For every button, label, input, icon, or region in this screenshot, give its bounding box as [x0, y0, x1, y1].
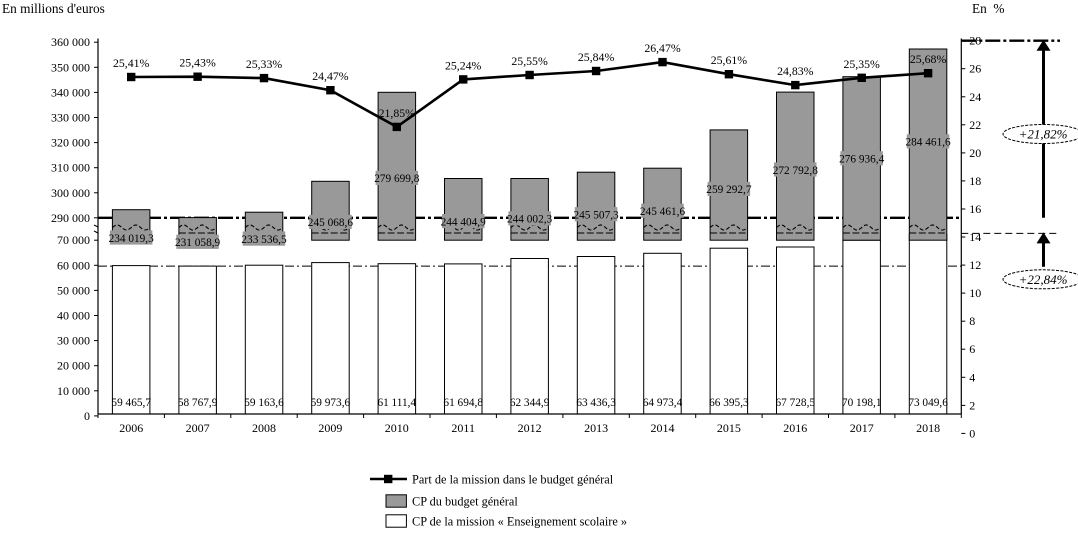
svg-text:24,47%: 24,47% — [312, 69, 349, 83]
svg-text:18: 18 — [969, 174, 981, 188]
svg-text:21,85%: 21,85% — [379, 106, 416, 120]
svg-text:244 002,3: 244 002,3 — [507, 214, 553, 226]
svg-text:25,61%: 25,61% — [711, 53, 748, 67]
svg-text:67 728,5: 67 728,5 — [776, 397, 816, 409]
svg-text:59 465,7: 59 465,7 — [111, 397, 151, 409]
svg-text:330 000: 330 000 — [51, 111, 90, 125]
svg-text:20: 20 — [969, 146, 981, 160]
svg-text:20 000: 20 000 — [57, 359, 90, 373]
svg-text:2013: 2013 — [584, 421, 608, 435]
svg-text:59 973,6: 59 973,6 — [311, 397, 351, 409]
svg-text:22: 22 — [969, 118, 981, 132]
svg-text:25,43%: 25,43% — [179, 56, 216, 70]
svg-text:360 000: 360 000 — [51, 35, 90, 49]
svg-text:10 000: 10 000 — [57, 384, 90, 398]
svg-text:245 068,6: 245 068,6 — [308, 217, 354, 229]
svg-text:350 000: 350 000 — [51, 60, 90, 74]
svg-text:30 000: 30 000 — [57, 334, 90, 348]
svg-text:64 973,4: 64 973,4 — [643, 397, 683, 409]
svg-text:279 699,8: 279 699,8 — [374, 173, 420, 185]
svg-text:+21,82%: +21,82% — [1019, 127, 1068, 142]
svg-text:CP de la mission « Enseignemen: CP de la mission « Enseignement scolaire… — [412, 515, 627, 529]
svg-text:62 344,9: 62 344,9 — [510, 397, 550, 409]
svg-text:En %: En % — [972, 1, 1005, 16]
svg-text:Part de la mission dans le bud: Part de la mission dans le budget généra… — [412, 473, 614, 487]
svg-text:28: 28 — [969, 34, 981, 48]
svg-text:259 292,7: 259 292,7 — [706, 184, 752, 196]
svg-text:+22,84%: +22,84% — [1019, 272, 1068, 287]
svg-text:2018: 2018 — [916, 421, 940, 435]
svg-text:6: 6 — [969, 342, 975, 356]
svg-text:320 000: 320 000 — [51, 136, 90, 150]
svg-text:25,24%: 25,24% — [445, 58, 482, 72]
svg-text:En millions d'euros: En millions d'euros — [2, 1, 105, 16]
svg-text:24,83%: 24,83% — [777, 64, 814, 78]
svg-text:73 049,6: 73 049,6 — [908, 397, 948, 409]
svg-text:4: 4 — [969, 370, 975, 384]
svg-text:70 000: 70 000 — [57, 233, 90, 247]
svg-text:233 536,5: 233 536,5 — [241, 234, 287, 246]
svg-text:272 792,8: 272 792,8 — [773, 165, 819, 177]
svg-text:2008: 2008 — [252, 421, 276, 435]
svg-text:25,41%: 25,41% — [113, 56, 150, 70]
svg-text:25,84%: 25,84% — [578, 50, 615, 64]
svg-text:2: 2 — [969, 398, 975, 412]
svg-text:234 019,3: 234 019,3 — [109, 233, 155, 245]
svg-text:284 461,6: 284 461,6 — [906, 137, 952, 149]
svg-text:12: 12 — [969, 258, 981, 272]
svg-text:276 936,4: 276 936,4 — [839, 154, 885, 166]
svg-text:2007: 2007 — [186, 421, 210, 435]
svg-text:2010: 2010 — [385, 421, 409, 435]
svg-text:2011: 2011 — [451, 421, 475, 435]
svg-text:24: 24 — [969, 90, 981, 104]
svg-text:2006: 2006 — [119, 421, 143, 435]
svg-text:2017: 2017 — [850, 421, 874, 435]
svg-text:10: 10 — [969, 286, 981, 300]
svg-text:0: 0 — [84, 409, 90, 423]
svg-text:2009: 2009 — [318, 421, 342, 435]
svg-text:231 058,9: 231 058,9 — [175, 237, 221, 249]
svg-text:61 111,4: 61 111,4 — [377, 397, 416, 409]
svg-text:25,33%: 25,33% — [246, 57, 283, 71]
svg-text:310 000: 310 000 — [51, 161, 90, 175]
svg-text:245 507,3: 245 507,3 — [574, 210, 620, 222]
svg-text:16: 16 — [969, 202, 981, 216]
svg-text:8: 8 — [969, 314, 975, 328]
svg-text:14: 14 — [969, 230, 981, 244]
svg-text:26: 26 — [969, 62, 981, 76]
svg-text:59 163,6: 59 163,6 — [244, 397, 284, 409]
svg-text:290 000: 290 000 — [51, 211, 90, 225]
svg-text:2014: 2014 — [651, 421, 675, 435]
svg-text:25,68%: 25,68% — [910, 52, 947, 66]
svg-text:300 000: 300 000 — [51, 186, 90, 200]
svg-text:245 461,6: 245 461,6 — [640, 206, 686, 218]
svg-text:70 198,1: 70 198,1 — [842, 397, 882, 409]
svg-text:25,55%: 25,55% — [511, 54, 548, 68]
svg-text:2012: 2012 — [518, 421, 542, 435]
svg-text:40 000: 40 000 — [57, 309, 90, 323]
svg-text:CP du budget général: CP du budget général — [412, 495, 518, 509]
svg-text:63 436,3: 63 436,3 — [576, 397, 616, 409]
svg-text:2015: 2015 — [717, 421, 741, 435]
svg-text:340 000: 340 000 — [51, 85, 90, 99]
svg-text:25,35%: 25,35% — [844, 57, 881, 71]
svg-text:244 404,9: 244 404,9 — [441, 216, 487, 228]
svg-text:61 694,8: 61 694,8 — [443, 397, 483, 409]
svg-text:0: 0 — [969, 426, 975, 440]
svg-text:66 395,3: 66 395,3 — [709, 397, 749, 409]
svg-text:2016: 2016 — [783, 421, 807, 435]
svg-text:60 000: 60 000 — [57, 258, 90, 272]
svg-text:26,47%: 26,47% — [644, 41, 681, 55]
svg-text:50 000: 50 000 — [57, 283, 90, 297]
svg-text:58 767,9: 58 767,9 — [178, 397, 218, 409]
